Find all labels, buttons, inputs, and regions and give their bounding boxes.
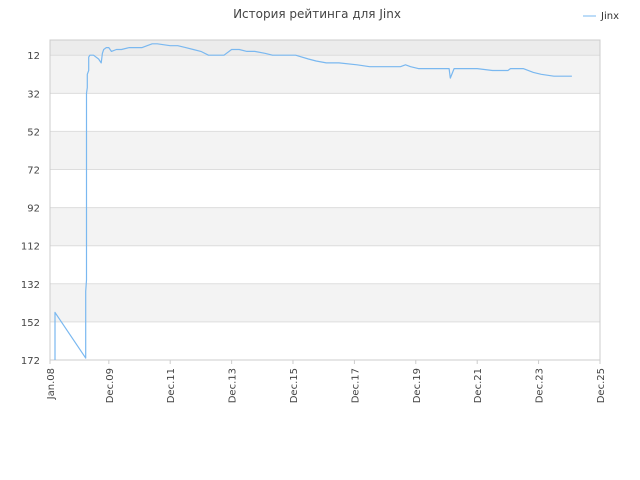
- y-tick-label: 172: [21, 356, 40, 367]
- x-tick-label: Dec.17: [350, 368, 361, 403]
- plot-band: [50, 245, 600, 284]
- y-tick-label: 52: [27, 127, 40, 138]
- x-tick-label: Dec.25: [596, 368, 607, 403]
- x-tick-label: Dec.21: [473, 368, 484, 403]
- plot-band: [50, 131, 600, 170]
- y-tick-label: 32: [27, 89, 40, 100]
- y-tick-label: 12: [27, 51, 40, 62]
- series-line: [54, 43, 572, 360]
- x-axis: Jan.08 Dec.09 Dec.11 Dec.13 Dec.15 Dec.17 Dec.…: [46, 360, 607, 403]
- x-tick-label: Dec.13: [228, 368, 239, 403]
- x-tick-label: Jan.08: [46, 368, 57, 400]
- y-tick-label: 72: [27, 166, 40, 177]
- y-axis: 12 32 52 72 92 112 132 152 172: [21, 51, 40, 367]
- chart-title: История рейтинга для Jinx: [233, 7, 401, 21]
- series-lines: [54, 43, 572, 360]
- x-tick-label: Dec.23: [535, 368, 546, 403]
- legend-label: Jinx: [600, 11, 619, 22]
- plot-band: [50, 321, 600, 360]
- plot-bands: [50, 40, 600, 360]
- plot-band: [50, 55, 600, 94]
- legend[interactable]: Jinx: [583, 11, 619, 22]
- y-tick-label: 132: [21, 280, 40, 291]
- plot-band: [50, 169, 600, 208]
- x-tick-label: Dec.09: [105, 368, 116, 403]
- plot-band: [50, 40, 600, 56]
- y-tick-label: 112: [21, 242, 40, 253]
- x-tick-label: Dec.11: [166, 368, 177, 403]
- y-tick-label: 152: [21, 318, 40, 329]
- plot-band: [50, 283, 600, 322]
- x-tick-label: Dec.15: [289, 368, 300, 403]
- plot-area: [49, 39, 601, 361]
- x-tick-label: Dec.19: [412, 368, 423, 403]
- plot-band: [50, 207, 600, 246]
- plot-band: [50, 93, 600, 132]
- y-tick-label: 92: [27, 204, 40, 215]
